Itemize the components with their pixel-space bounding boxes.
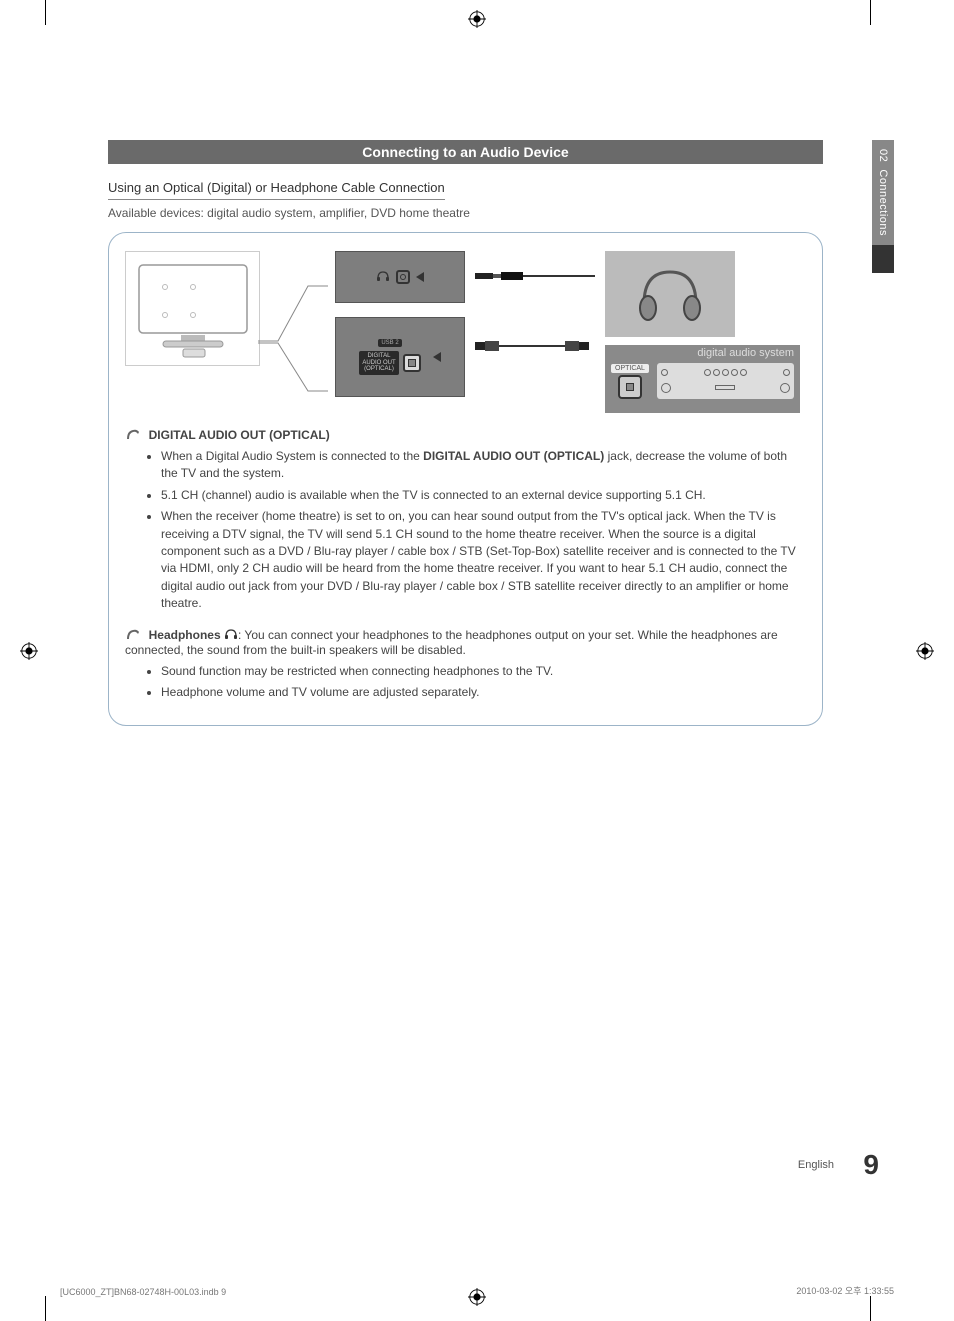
headphone-port-box bbox=[335, 251, 465, 303]
arrow-left-icon bbox=[433, 352, 441, 362]
available-devices: Available devices: digital audio system,… bbox=[108, 206, 823, 220]
optical-port-label: DIGITALAUDIO OUT(OPTICAL) bbox=[359, 351, 398, 375]
audio-system-panel bbox=[657, 363, 794, 399]
headphone-jack bbox=[396, 270, 410, 284]
print-footer-right: 2010-03-02 오후 1:33:55 bbox=[796, 1284, 894, 1297]
crop-mark bbox=[870, 0, 871, 25]
subheading: Using an Optical (Digital) or Headphone … bbox=[108, 180, 445, 200]
note-optical-bullets: When a Digital Audio System is connected… bbox=[161, 448, 806, 613]
section-header: Connecting to an Audio Device bbox=[108, 140, 823, 164]
registration-mark-icon bbox=[20, 642, 38, 660]
crop-mark bbox=[45, 0, 46, 25]
registration-mark-icon bbox=[468, 1288, 486, 1306]
crop-mark bbox=[870, 1296, 871, 1321]
note-headphones-bullets: Sound function may be restricted when co… bbox=[161, 663, 806, 702]
arrow-left-icon bbox=[416, 272, 424, 282]
optical-jack bbox=[403, 354, 421, 372]
headphones-icon bbox=[630, 262, 710, 326]
audio-system-label: digital audio system bbox=[605, 345, 800, 363]
headphone-cable-icon bbox=[475, 269, 595, 283]
registration-mark-icon bbox=[468, 10, 486, 28]
note-headphones-text: : You can connect your headphones to the… bbox=[125, 628, 778, 657]
note-headphones-prefix: Headphones bbox=[149, 628, 221, 642]
section-tab-accent bbox=[872, 245, 894, 273]
audio-system-device: digital audio system OPTICAL bbox=[605, 345, 800, 413]
note-optical-title: DIGITAL AUDIO OUT (OPTICAL) bbox=[149, 428, 330, 442]
section-tab-label: 02 Connections bbox=[877, 149, 889, 236]
note-optical: DIGITAL AUDIO OUT (OPTICAL) When a Digit… bbox=[125, 427, 806, 613]
tv-ports-column: USB 2 DIGITALAUDIO OUT(OPTICAL) bbox=[335, 251, 465, 397]
footer-language: English bbox=[798, 1159, 834, 1171]
diagram-container: USB 2 DIGITALAUDIO OUT(OPTICAL) bbox=[108, 232, 823, 726]
crop-mark bbox=[45, 1296, 46, 1321]
tv-icon bbox=[133, 259, 253, 359]
bullet-item: When a Digital Audio System is connected… bbox=[161, 448, 806, 483]
headphones-device bbox=[605, 251, 735, 337]
note-icon bbox=[125, 627, 141, 641]
headphone-icon bbox=[224, 628, 238, 640]
note-headphones: Headphones : You can connect your headph… bbox=[125, 627, 806, 702]
note-icon bbox=[125, 427, 141, 441]
section-tab: 02 Connections bbox=[872, 140, 894, 245]
bullet-item: 5.1 CH (channel) audio is available when… bbox=[161, 487, 806, 504]
registration-mark-icon bbox=[916, 642, 934, 660]
audio-system-optical-port bbox=[618, 375, 642, 399]
cables-column bbox=[475, 269, 595, 353]
footer-page-number: 9 bbox=[863, 1149, 879, 1181]
print-footer-left: [UC6000_ZT]BN68-02748H-00L03.indb 9 bbox=[60, 1287, 226, 1297]
bullet-item: Headphone volume and TV volume are adjus… bbox=[161, 684, 806, 701]
devices-column: digital audio system OPTICAL bbox=[605, 251, 800, 413]
tv-illustration bbox=[125, 251, 260, 366]
optical-port-box: USB 2 DIGITALAUDIO OUT(OPTICAL) bbox=[335, 317, 465, 397]
headphone-icon bbox=[376, 270, 390, 285]
bullet-item: Sound function may be restricted when co… bbox=[161, 663, 806, 680]
bullet-item: When the receiver (home theatre) is set … bbox=[161, 508, 806, 612]
callout-lines bbox=[258, 281, 328, 421]
audio-system-port-label: OPTICAL bbox=[611, 364, 649, 373]
usb-port-label: USB 2 bbox=[378, 339, 401, 347]
optical-cable-icon bbox=[475, 339, 595, 353]
